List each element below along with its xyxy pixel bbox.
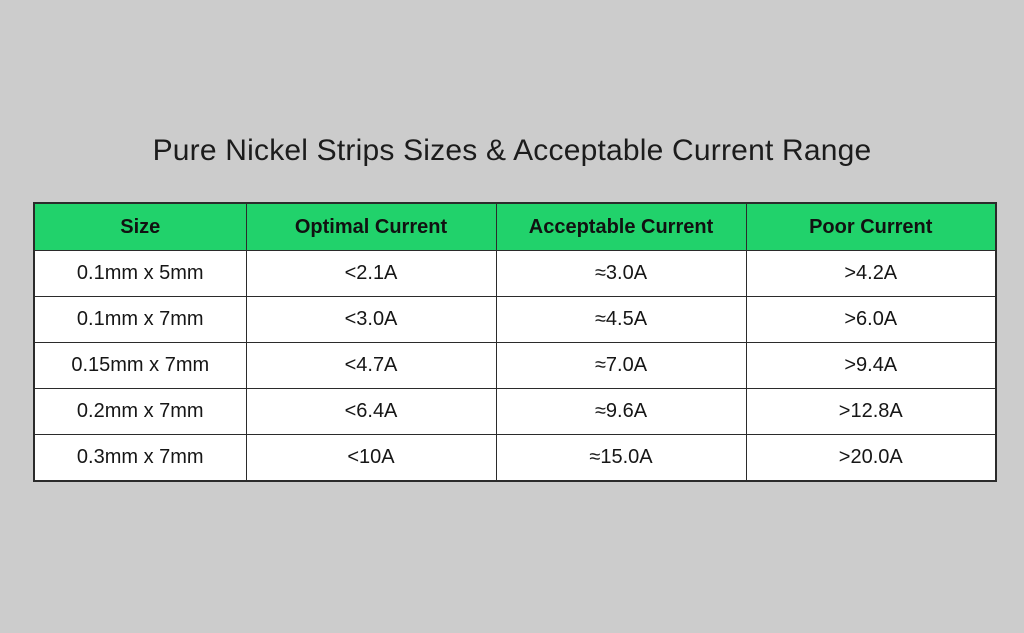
table-cell: <3.0A	[245, 296, 497, 343]
table-cell: 0.3mm x 7mm	[33, 434, 247, 482]
table-cell: >12.8A	[745, 388, 997, 435]
table-cell: ≈15.0A	[495, 434, 747, 482]
table-cell: >4.2A	[745, 250, 997, 297]
table-cell: 0.2mm x 7mm	[33, 388, 247, 435]
table-row: 0.2mm x 7mm <6.4A ≈9.6A >12.8A	[33, 388, 997, 435]
table-header-row: Size Optimal Current Acceptable Current Poo…	[33, 202, 997, 251]
table-cell: >20.0A	[745, 434, 997, 482]
nickel-strip-current-table: Size Optimal Current Acceptable Current Poo…	[33, 202, 997, 482]
table-cell: >6.0A	[745, 296, 997, 343]
table-cell: <6.4A	[245, 388, 497, 435]
table-cell: ≈3.0A	[495, 250, 747, 297]
table-cell: >9.4A	[745, 342, 997, 389]
column-header: Size	[33, 202, 247, 251]
column-header: Poor Current	[745, 202, 997, 251]
page-title: Pure Nickel Strips Sizes & Acceptable Cu…	[152, 134, 872, 167]
table-body: 0.1mm x 5mm <2.1A ≈3.0A >4.2A 0.1mm x 7mm <3.…	[33, 250, 997, 482]
table-cell: <4.7A	[245, 342, 497, 389]
table-row: 0.15mm x 7mm <4.7A ≈7.0A >9.4A	[33, 342, 997, 389]
table-cell: <10A	[245, 434, 497, 482]
column-header: Acceptable Current	[495, 202, 747, 251]
header-row: Size Optimal Current Acceptable Current Poo…	[33, 202, 997, 251]
table-cell: 0.1mm x 5mm	[33, 250, 247, 297]
table-cell: 0.1mm x 7mm	[33, 296, 247, 343]
table-cell: ≈7.0A	[495, 342, 747, 389]
table-cell: ≈9.6A	[495, 388, 747, 435]
table-cell: <2.1A	[245, 250, 497, 297]
table-cell: ≈4.5A	[495, 296, 747, 343]
table-row: 0.3mm x 7mm <10A ≈15.0A >20.0A	[33, 434, 997, 482]
table-cell: 0.15mm x 7mm	[33, 342, 247, 389]
table-row: 0.1mm x 5mm <2.1A ≈3.0A >4.2A	[33, 250, 997, 297]
table-row: 0.1mm x 7mm <3.0A ≈4.5A >6.0A	[33, 296, 997, 343]
column-header: Optimal Current	[245, 202, 497, 251]
